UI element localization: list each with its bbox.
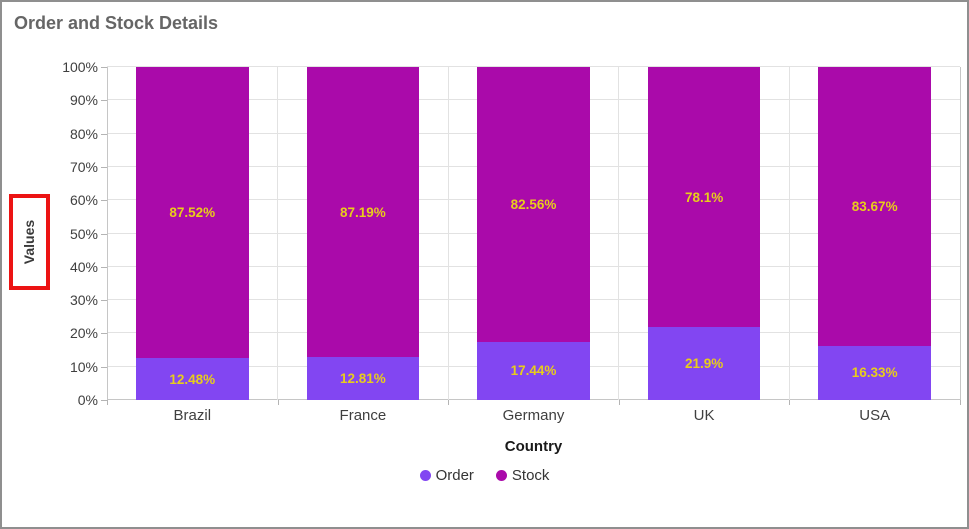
data-label: 87.19% — [339, 204, 386, 220]
y-axis-tick — [101, 367, 107, 368]
data-label: 17.44% — [510, 363, 557, 379]
y-axis-tick — [101, 167, 107, 168]
x-gridline — [447, 67, 449, 400]
x-gridline — [788, 67, 790, 400]
chart-title: Order and Stock Details — [14, 13, 219, 33]
y-axis-tick — [101, 300, 107, 301]
y-tick-label: 10% — [69, 359, 98, 375]
bar-segment-order-france[interactable]: 12.81% — [306, 357, 420, 400]
x-axis-label: France — [339, 407, 387, 424]
x-axis-labels: Brazil France Germany UK USA — [107, 407, 960, 424]
data-label: 12.48% — [169, 371, 216, 387]
y-tick-label: 0% — [77, 392, 98, 408]
y-axis-tick — [101, 134, 107, 135]
legend-label: Stock — [511, 467, 550, 484]
x-axis-tick — [107, 400, 108, 405]
x-axis-label: Germany — [502, 407, 565, 424]
legend: Order Stock — [2, 467, 967, 484]
bar-segment-order-usa[interactable]: 16.33% — [818, 345, 931, 400]
y-tick-label: 20% — [69, 325, 98, 341]
x-axis-title: Country — [504, 438, 563, 455]
legend-marker-icon — [419, 470, 431, 481]
x-gridline — [959, 67, 961, 400]
bar-segment-stock-usa[interactable]: 83.67% — [818, 67, 931, 346]
legend-label: Order — [435, 467, 474, 484]
plot-area: 12.48% 87.52% 12.81% 87.19% 17.44% 82.56% 21.9… — [106, 66, 961, 400]
y-axis-tick — [101, 267, 107, 268]
y-axis-tick — [101, 200, 107, 201]
data-label: 78.1% — [684, 189, 724, 205]
bar-segment-order-brazil[interactable]: 12.48% — [136, 358, 249, 400]
y-axis-tick — [101, 100, 107, 101]
x-axis-label: UK — [693, 407, 715, 424]
y-gridline — [107, 66, 960, 67]
bar-segment-stock-uk[interactable]: 78.1% — [647, 67, 761, 328]
bar-segment-stock-germany[interactable]: 82.56% — [477, 67, 590, 342]
data-label: 12.81% — [339, 371, 386, 387]
x-axis-label: USA — [859, 407, 891, 424]
bar-segment-stock-brazil[interactable]: 87.52% — [136, 67, 249, 359]
x-gridline — [277, 67, 279, 400]
bar-segment-stock-france[interactable]: 87.19% — [306, 67, 420, 358]
bar-segment-order-uk[interactable]: 21.9% — [647, 327, 761, 400]
x-axis-tick — [960, 400, 961, 405]
y-axis-tick — [101, 400, 107, 401]
y-tick-label: 70% — [69, 159, 98, 175]
values-axis-highlight-box: Values — [9, 194, 50, 290]
legend-item-stock[interactable]: Stock — [495, 467, 550, 484]
data-label: 21.9% — [684, 356, 724, 372]
y-axis-tick — [101, 67, 107, 68]
y-axis-tick — [101, 333, 107, 334]
y-tick-label: 80% — [69, 126, 98, 142]
x-axis-tick — [278, 400, 279, 405]
data-label: 83.67% — [851, 198, 898, 214]
y-tick-label: 90% — [69, 92, 98, 108]
bar-segment-order-germany[interactable]: 17.44% — [477, 341, 590, 400]
x-axis-tick — [448, 400, 449, 405]
data-label: 16.33% — [851, 365, 898, 381]
data-label: 82.56% — [510, 196, 557, 212]
x-axis-tick — [619, 400, 620, 405]
x-axis-tick — [789, 400, 790, 405]
y-tick-label: 60% — [69, 192, 98, 208]
y-tick-label: 40% — [69, 259, 98, 275]
data-label: 87.52% — [169, 205, 216, 221]
y-axis-tick — [101, 234, 107, 235]
x-axis-label: Brazil — [173, 407, 212, 424]
legend-marker-icon — [495, 470, 507, 481]
y-axis-line — [106, 67, 108, 400]
y-tick-label: 30% — [69, 292, 98, 308]
x-gridline — [618, 67, 620, 400]
legend-item-order[interactable]: Order — [419, 467, 474, 484]
y-tick-label: 50% — [69, 226, 98, 242]
y-tick-label: 100% — [62, 59, 98, 75]
